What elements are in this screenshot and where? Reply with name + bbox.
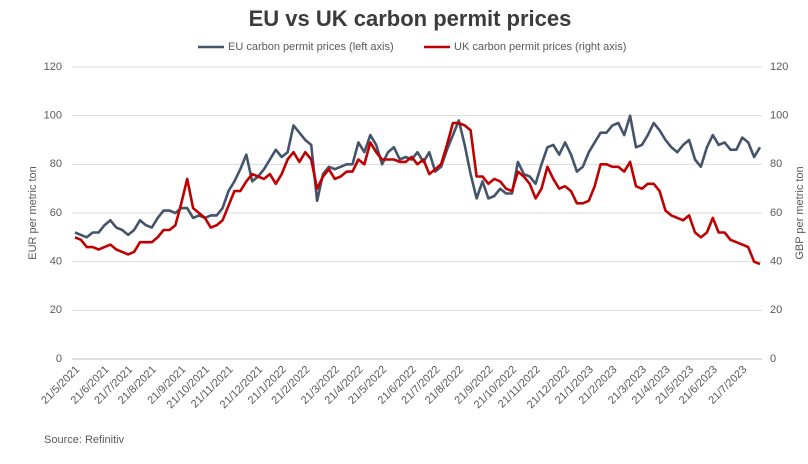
y-tick-label: 20	[50, 304, 62, 316]
chart-title: EU vs UK carbon permit prices	[249, 6, 572, 31]
y2-tick-label: 120	[770, 61, 788, 73]
y2-tick-label: 60	[770, 207, 782, 219]
y-axis-title: EUR per metric ton	[27, 166, 39, 260]
source: Source: Refinitiv	[44, 434, 125, 446]
y2-tick-label: 100	[770, 110, 788, 122]
legend-label: EU carbon permit prices (left axis)	[228, 41, 394, 53]
y2-tick-label: 80	[770, 158, 782, 170]
legend-label: UK carbon permit prices (right axis)	[454, 41, 626, 53]
y2-axis-title: GBP per metric ton	[794, 166, 806, 259]
y2-tick-label: 20	[770, 304, 782, 316]
y2-tick-label: 0	[770, 353, 776, 365]
y-tick-label: 80	[50, 158, 62, 170]
series-line	[74, 114, 762, 239]
y2-tick-label: 40	[770, 256, 782, 268]
y-tick-label: 100	[44, 110, 62, 122]
y-tick-label: 60	[50, 207, 62, 219]
y-tick-label: 0	[56, 353, 62, 365]
series-line	[74, 121, 761, 266]
y-tick-label: 120	[44, 61, 62, 73]
y-tick-label: 40	[50, 256, 62, 268]
